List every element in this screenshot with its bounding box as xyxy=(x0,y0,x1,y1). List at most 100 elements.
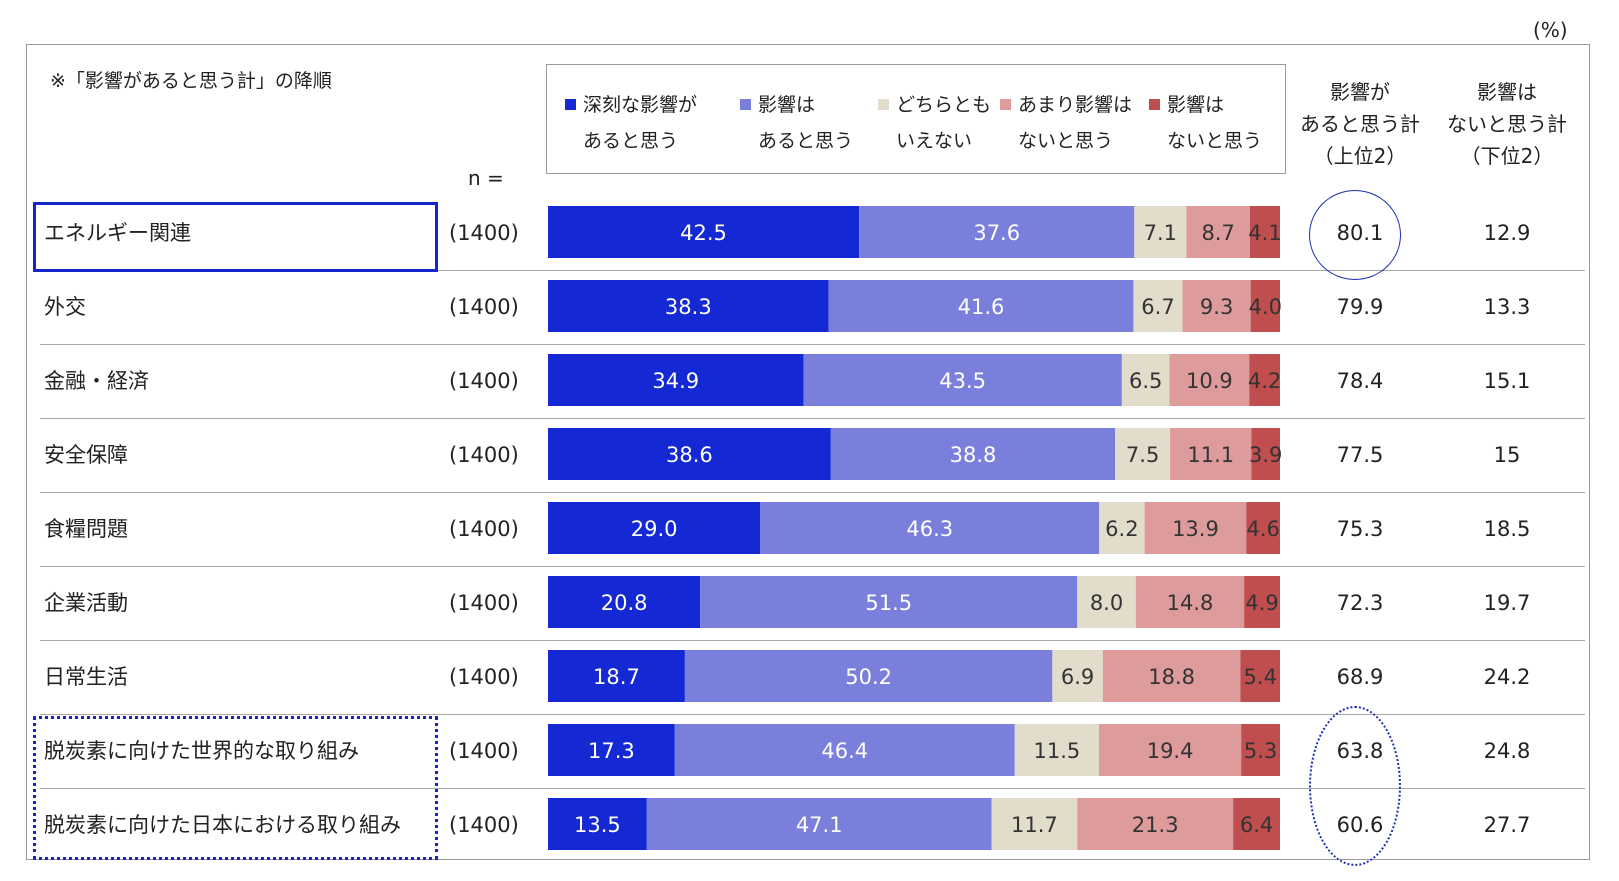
bar-value-label: 19.4 xyxy=(1147,739,1194,763)
row-n: (1400) xyxy=(449,591,519,615)
bar-segment-some xyxy=(700,576,1078,628)
bar-segment-some xyxy=(674,724,1015,776)
column-header-line: 影響が xyxy=(1330,80,1390,104)
bar-segment-severe xyxy=(548,280,829,332)
bar-segment-none xyxy=(1249,206,1280,258)
highlight-circle-bottom xyxy=(1309,706,1401,866)
legend-text-line2: ないと思う xyxy=(1018,130,1114,152)
legend-swatch-severe xyxy=(565,99,576,110)
bar-value-label: 9.3 xyxy=(1200,295,1233,319)
row-label: 脱炭素に向けた世界的な取り組み xyxy=(44,739,359,763)
total-bottom2: 19.7 xyxy=(1483,591,1531,615)
bar-value-label: 43.5 xyxy=(939,369,986,393)
row-separator xyxy=(40,418,1585,419)
bar-value-label: 10.9 xyxy=(1186,369,1233,393)
bar-segment-little xyxy=(1186,206,1250,258)
row-label: 脱炭素に向けた日本における取り組み xyxy=(44,813,401,837)
bar-segment-severe xyxy=(548,428,831,480)
bar-segment-neutral xyxy=(1099,502,1145,554)
bar-value-label: 14.8 xyxy=(1167,591,1214,615)
column-header-line: （上位2） xyxy=(1313,144,1407,168)
bar-segment-severe xyxy=(548,354,804,406)
bar-segment-none xyxy=(1240,650,1280,702)
row-n: (1400) xyxy=(449,221,519,245)
total-bottom2: 15.1 xyxy=(1483,369,1531,393)
bar-segment-little xyxy=(1135,576,1245,628)
bar-value-label: 51.5 xyxy=(865,591,912,615)
bar-value-label: 4.2 xyxy=(1248,369,1281,393)
total-bottom2: 12.9 xyxy=(1483,221,1531,245)
bar-value-label: 6.2 xyxy=(1105,517,1138,541)
legend-text-line2: ないと思う xyxy=(1167,130,1263,152)
legend-text-line2: あると思う xyxy=(583,130,679,152)
bar-value-label: 3.9 xyxy=(1249,443,1282,467)
bar-value-label: 42.5 xyxy=(680,221,727,245)
total-bottom2: 18.5 xyxy=(1483,517,1531,541)
bar-segment-some xyxy=(803,354,1122,406)
bar-segment-neutral xyxy=(1133,280,1183,332)
bar-value-label: 4.1 xyxy=(1248,221,1281,245)
legend-swatch-none xyxy=(1149,99,1160,110)
bar-segment-little xyxy=(1144,502,1247,554)
bar-segment-none xyxy=(1250,280,1280,332)
bar-segment-neutral xyxy=(1077,576,1136,628)
bar-value-label: 6.9 xyxy=(1061,665,1094,689)
bar-segment-severe xyxy=(548,576,701,628)
bar-value-label: 11.7 xyxy=(1011,813,1058,837)
bar-segment-severe xyxy=(548,724,675,776)
bar-segment-neutral xyxy=(991,798,1078,850)
row-label: 外交 xyxy=(44,295,86,319)
bar-value-label: 13.9 xyxy=(1172,517,1219,541)
legend-text-line2: あると思う xyxy=(758,130,854,152)
bar-value-label: 11.5 xyxy=(1034,739,1081,763)
bar-value-label: 13.5 xyxy=(574,813,621,837)
bar-segment-neutral xyxy=(1014,724,1100,776)
highlight-box-energy xyxy=(33,202,438,272)
row-separator xyxy=(40,492,1585,493)
total-top2: 68.9 xyxy=(1336,665,1384,689)
bar-segment-some xyxy=(828,280,1134,332)
row-n: (1400) xyxy=(449,369,519,393)
row-n: (1400) xyxy=(449,665,519,689)
row-separator xyxy=(40,566,1585,567)
bar-segment-none xyxy=(1246,502,1280,554)
row-separator xyxy=(40,788,1585,789)
highlight-circle-top xyxy=(1309,190,1401,280)
sort-note: ※「影響があると思う計」の降順 xyxy=(50,70,332,92)
bar-segment-little xyxy=(1102,650,1241,702)
row-separator xyxy=(40,344,1585,345)
bar-value-label: 18.7 xyxy=(593,665,640,689)
unit-label: (%) xyxy=(1533,18,1568,42)
bar-value-label: 5.4 xyxy=(1244,665,1277,689)
bar-value-label: 46.3 xyxy=(906,517,953,541)
bar-value-label: 5.3 xyxy=(1244,739,1277,763)
bar-value-label: 8.0 xyxy=(1090,591,1123,615)
legend-item-little: あまり影響は ないと思う xyxy=(1000,87,1132,159)
bar-segment-little xyxy=(1099,724,1242,776)
bar-value-label: 7.1 xyxy=(1144,221,1177,245)
row-n: (1400) xyxy=(449,295,519,319)
row-separator xyxy=(40,714,1585,715)
total-bottom2: 24.2 xyxy=(1483,665,1531,689)
bar-value-label: 41.6 xyxy=(958,295,1005,319)
bar-segment-none xyxy=(1244,576,1280,628)
bar-segment-none xyxy=(1249,354,1280,406)
bar-value-label: 6.4 xyxy=(1240,813,1273,837)
legend-text-line1: 深刻な影響が xyxy=(583,94,698,116)
column-header-line: 影響は xyxy=(1477,80,1537,104)
bar-value-label: 4.9 xyxy=(1245,591,1278,615)
legend-text-line2: いえない xyxy=(896,130,973,152)
legend-item-some: 影響は あると思う xyxy=(740,87,853,159)
row-label: 日常生活 xyxy=(44,665,128,689)
bar-value-label: 18.8 xyxy=(1148,665,1195,689)
legend-item-none: 影響は ないと思う xyxy=(1149,87,1262,159)
bar-segment-severe xyxy=(548,502,761,554)
bar-value-label: 20.8 xyxy=(601,591,648,615)
legend-swatch-little xyxy=(1000,99,1011,110)
total-top2: 77.5 xyxy=(1336,443,1384,467)
bar-value-label: 38.6 xyxy=(666,443,713,467)
bar-segment-some xyxy=(646,798,992,850)
bar-value-label: 4.6 xyxy=(1246,517,1279,541)
bar-value-label: 50.2 xyxy=(845,665,892,689)
bar-segment-neutral xyxy=(1115,428,1171,480)
